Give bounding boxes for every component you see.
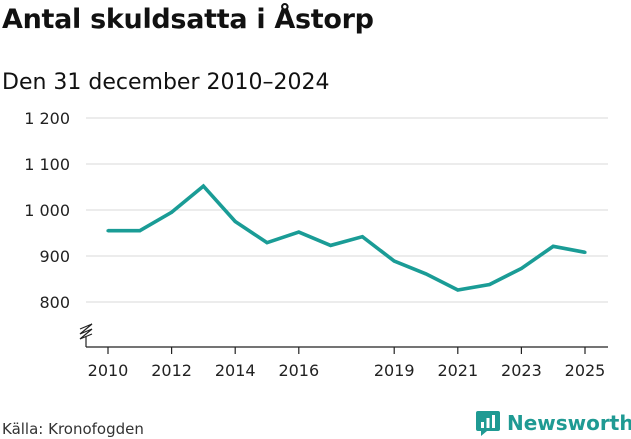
y-axis-ticks: 800 900 1 000 1 100 1 200: [24, 109, 70, 312]
x-tick-label: 2014: [215, 361, 256, 380]
data-point: [583, 250, 587, 254]
data-point: [456, 288, 460, 292]
data-point: [392, 259, 396, 263]
y-tick-label: 900: [39, 247, 70, 266]
data-point: [233, 219, 237, 224]
gridlines: [86, 117, 608, 303]
series-line-0: [108, 183, 586, 292]
data-point: [551, 244, 555, 248]
data-point: [138, 229, 142, 233]
source-credit: Källa: Kronofogden: [2, 420, 144, 438]
data-point: [424, 272, 428, 276]
x-axis: 2010 2012 2014 2016 2019 2021 2023 2025: [79, 323, 608, 380]
y-tick-label: 1 000: [24, 201, 70, 220]
series-lines: [106, 183, 587, 292]
data-point: [170, 210, 174, 214]
y-tick-label: 800: [39, 293, 70, 312]
data-point: [329, 243, 333, 248]
x-tick-label: 2016: [278, 361, 319, 380]
data-point: [297, 230, 301, 234]
data-point: [488, 282, 492, 287]
data-point: [201, 184, 205, 188]
x-tick-label: 2023: [501, 361, 542, 380]
x-tick-label: 2010: [88, 361, 129, 380]
data-point: [360, 235, 364, 239]
data-point: [519, 266, 524, 271]
y-tick-label: 1 100: [24, 155, 70, 174]
data-point: [265, 241, 269, 245]
y-tick-label: 1 200: [24, 109, 70, 128]
chart-subtitle: Den 31 december 2010–2024: [2, 70, 330, 95]
x-tick-label: 2021: [437, 361, 478, 380]
chart-title: Antal skuldsatta i Åstorp: [2, 4, 374, 35]
axis-break-icon: [79, 323, 93, 340]
data-point: [106, 229, 110, 233]
x-tick-label: 2012: [151, 361, 192, 380]
x-tick-label: 2019: [374, 361, 415, 380]
brand-logo: Newsworthy: [475, 409, 631, 437]
x-tick-label: 2025: [565, 361, 606, 380]
brand-name: Newsworthy: [507, 411, 631, 435]
newsworthy-logo-icon: [476, 411, 500, 436]
